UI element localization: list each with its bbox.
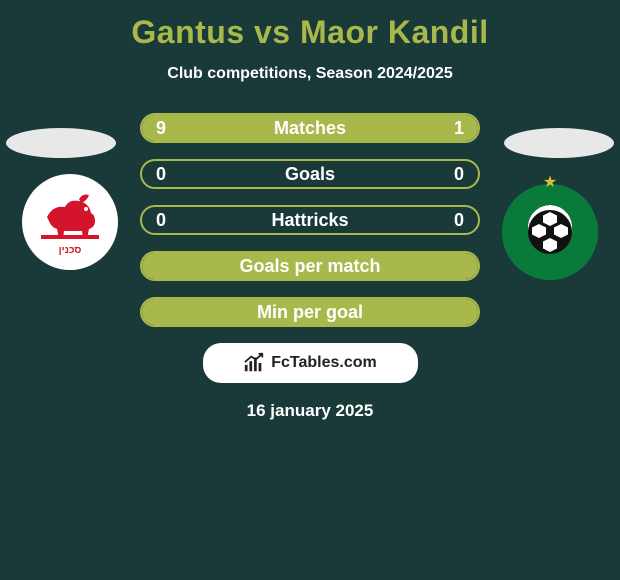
stat-row: Goals per match	[140, 251, 480, 281]
page-subtitle: Club competitions, Season 2024/2025	[0, 65, 620, 83]
star-icon: ★	[543, 172, 557, 192]
stat-label: Goals per match	[142, 256, 478, 277]
chart-icon	[243, 352, 265, 374]
svg-text:סכנין: סכנין	[59, 245, 82, 256]
stat-row: 91Matches	[140, 113, 480, 143]
stat-label: Min per goal	[142, 302, 478, 323]
stats-column: 91Matches 00Goals 00Hattricks Goals per mat…	[140, 113, 480, 327]
stat-row: 00Hattricks	[140, 205, 480, 235]
brand-label: FcTables.com	[271, 354, 377, 372]
stat-row: Min per goal	[140, 297, 480, 327]
player-photo-left	[6, 128, 116, 158]
stat-label: Hattricks	[142, 210, 478, 231]
brand-badge[interactable]: FcTables.com	[203, 343, 418, 383]
club-badge-right: ★	[502, 184, 598, 280]
date-label: 16 january 2025	[0, 401, 620, 421]
page-title: Gantus vs Maor Kandil	[0, 0, 620, 51]
player-photo-right	[504, 128, 614, 158]
stat-label: Goals	[142, 164, 478, 185]
stat-label: Matches	[142, 118, 478, 139]
club-badge-left: סכנין	[22, 174, 118, 270]
soccer-ball-icon	[528, 210, 572, 254]
stat-row: 00Goals	[140, 159, 480, 189]
bull-icon: סכנין	[35, 187, 105, 257]
